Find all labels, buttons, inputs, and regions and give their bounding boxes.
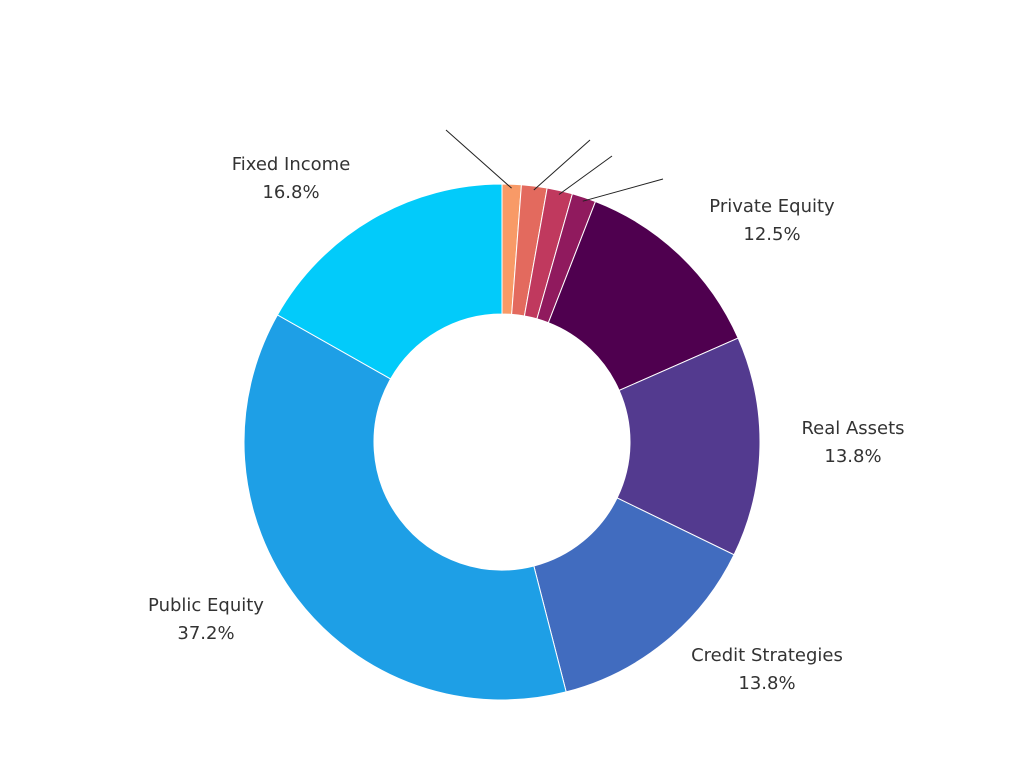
leader-lines-group	[445, 129, 664, 202]
label-public-equity: Public Equity	[148, 595, 264, 616]
slice-fixed-income	[276, 183, 503, 380]
slice-public-equity	[243, 314, 567, 701]
leader-line-3	[582, 178, 664, 202]
pct-private-equity: 12.5%	[743, 224, 800, 245]
pct-public-equity: 37.2%	[177, 623, 234, 644]
slice-real-assets	[616, 337, 761, 556]
pct-real-assets: 13.8%	[824, 446, 881, 467]
pct-credit-strategies: 13.8%	[738, 673, 795, 694]
pct-fixed-income: 16.8%	[262, 182, 319, 203]
slice-private-equity	[547, 200, 739, 392]
leader-line-0	[445, 129, 512, 189]
labels-group: Private Equity 12.5% Real Assets 13.8% Credi…	[148, 154, 905, 694]
label-credit-strategies: Credit Strategies	[691, 645, 843, 666]
slices-group	[243, 183, 761, 701]
label-fixed-income: Fixed Income	[232, 154, 351, 175]
leader-line-1	[533, 139, 591, 191]
label-private-equity: Private Equity	[709, 196, 835, 217]
label-real-assets: Real Assets	[801, 418, 904, 439]
leader-line-2	[558, 155, 613, 195]
slice-credit-strategies	[533, 497, 735, 693]
